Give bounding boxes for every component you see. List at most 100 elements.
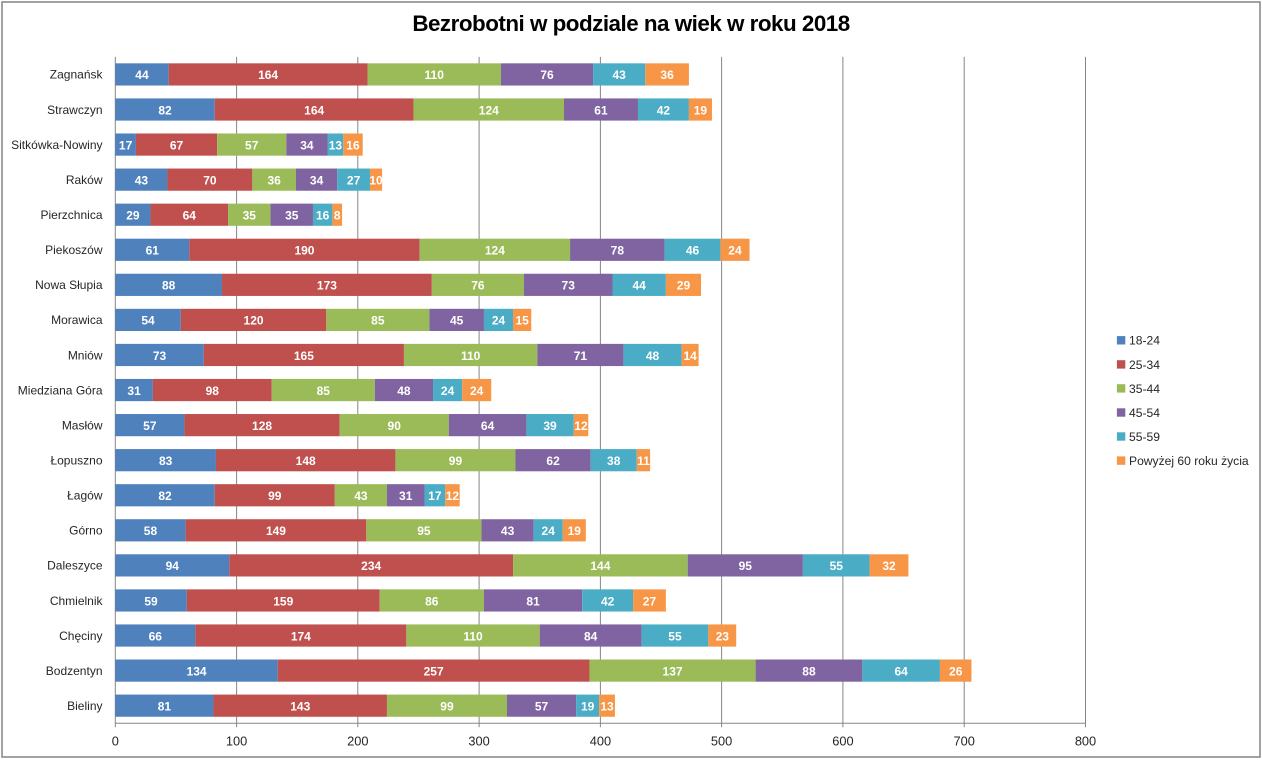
svg-text:38: 38	[607, 454, 621, 468]
svg-text:500: 500	[711, 733, 732, 748]
svg-text:Mniów: Mniów	[68, 348, 103, 362]
svg-text:88: 88	[802, 664, 816, 678]
svg-text:81: 81	[158, 699, 172, 713]
svg-text:83: 83	[159, 454, 173, 468]
svg-text:45-54: 45-54	[1129, 406, 1160, 420]
svg-text:43: 43	[501, 524, 515, 538]
svg-text:124: 124	[485, 244, 505, 258]
svg-text:24: 24	[492, 314, 506, 328]
svg-text:14: 14	[683, 349, 697, 363]
svg-text:Sitkówka-Nowiny: Sitkówka-Nowiny	[11, 138, 102, 152]
svg-text:Miedziana Góra: Miedziana Góra	[18, 383, 103, 397]
svg-text:Chęciny: Chęciny	[59, 629, 102, 643]
svg-text:24: 24	[542, 524, 556, 538]
svg-text:66: 66	[149, 629, 163, 643]
svg-text:44: 44	[633, 279, 647, 293]
svg-text:19: 19	[568, 524, 582, 538]
svg-text:174: 174	[291, 629, 311, 643]
svg-text:159: 159	[273, 594, 293, 608]
svg-text:57: 57	[245, 138, 259, 152]
svg-text:99: 99	[440, 699, 454, 713]
svg-text:12: 12	[574, 419, 588, 433]
svg-text:15: 15	[515, 314, 529, 328]
svg-text:Strawczyn: Strawczyn	[47, 103, 102, 117]
svg-text:Bezrobotni w podziale na wiek: Bezrobotni w podziale na wiek w roku 201…	[412, 11, 849, 36]
svg-text:55-59: 55-59	[1129, 430, 1160, 444]
svg-text:Masłów: Masłów	[62, 418, 103, 432]
svg-text:144: 144	[590, 559, 610, 573]
svg-text:17: 17	[119, 138, 133, 152]
svg-text:25-34: 25-34	[1129, 358, 1160, 372]
svg-text:55: 55	[830, 559, 844, 573]
svg-text:Bodzentyn: Bodzentyn	[46, 664, 103, 678]
svg-text:13: 13	[600, 699, 614, 713]
svg-text:10: 10	[369, 173, 383, 187]
svg-text:24: 24	[470, 384, 484, 398]
svg-text:36: 36	[267, 173, 281, 187]
svg-text:43: 43	[613, 68, 627, 82]
svg-text:82: 82	[158, 103, 172, 117]
svg-text:34: 34	[310, 173, 324, 187]
svg-text:165: 165	[294, 349, 314, 363]
svg-text:110: 110	[425, 68, 445, 82]
svg-text:128: 128	[252, 419, 272, 433]
svg-text:173: 173	[317, 279, 337, 293]
svg-text:36: 36	[660, 68, 674, 82]
svg-text:76: 76	[471, 279, 485, 293]
svg-text:19: 19	[581, 699, 595, 713]
svg-text:16: 16	[316, 209, 330, 223]
svg-text:137: 137	[663, 664, 683, 678]
svg-text:0: 0	[112, 733, 119, 748]
svg-text:164: 164	[304, 103, 324, 117]
svg-text:95: 95	[739, 559, 753, 573]
svg-text:24: 24	[441, 384, 455, 398]
svg-text:12: 12	[446, 489, 460, 503]
svg-text:124: 124	[479, 103, 499, 117]
svg-text:110: 110	[463, 629, 483, 643]
svg-text:43: 43	[354, 489, 368, 503]
svg-text:35: 35	[285, 209, 299, 223]
svg-text:71: 71	[574, 349, 588, 363]
svg-text:82: 82	[158, 489, 172, 503]
svg-text:23: 23	[716, 629, 730, 643]
svg-text:86: 86	[425, 594, 439, 608]
svg-text:27: 27	[347, 173, 361, 187]
svg-text:42: 42	[601, 594, 615, 608]
svg-text:Łagów: Łagów	[67, 489, 103, 503]
svg-text:149: 149	[266, 524, 286, 538]
svg-text:Zagnańsk: Zagnańsk	[50, 68, 104, 82]
svg-text:85: 85	[371, 314, 385, 328]
svg-text:Powyżej 60 roku życia: Powyżej 60 roku życia	[1129, 454, 1249, 468]
svg-text:62: 62	[546, 454, 560, 468]
svg-text:39: 39	[543, 419, 557, 433]
svg-text:200: 200	[347, 733, 368, 748]
svg-text:99: 99	[449, 454, 463, 468]
svg-text:Morawica: Morawica	[51, 313, 103, 327]
svg-text:94: 94	[166, 559, 180, 573]
svg-text:78: 78	[611, 244, 625, 258]
svg-text:61: 61	[146, 244, 160, 258]
svg-text:73: 73	[562, 279, 576, 293]
svg-text:8: 8	[334, 209, 341, 223]
svg-text:29: 29	[677, 279, 691, 293]
svg-text:19: 19	[694, 103, 708, 117]
svg-text:58: 58	[144, 524, 158, 538]
svg-text:99: 99	[268, 489, 282, 503]
svg-text:76: 76	[540, 68, 554, 82]
svg-text:100: 100	[226, 733, 247, 748]
svg-text:27: 27	[643, 594, 657, 608]
svg-text:Górno: Górno	[69, 524, 103, 538]
svg-text:300: 300	[468, 733, 489, 748]
svg-text:48: 48	[397, 384, 411, 398]
svg-text:85: 85	[317, 384, 331, 398]
svg-text:35-44: 35-44	[1129, 382, 1160, 396]
svg-text:24: 24	[728, 244, 742, 258]
svg-text:16: 16	[346, 138, 360, 152]
svg-text:148: 148	[296, 454, 316, 468]
svg-text:46: 46	[686, 244, 700, 258]
svg-text:70: 70	[203, 173, 217, 187]
svg-text:84: 84	[584, 629, 598, 643]
svg-text:29: 29	[126, 209, 140, 223]
svg-text:55: 55	[668, 629, 682, 643]
svg-text:190: 190	[294, 244, 314, 258]
